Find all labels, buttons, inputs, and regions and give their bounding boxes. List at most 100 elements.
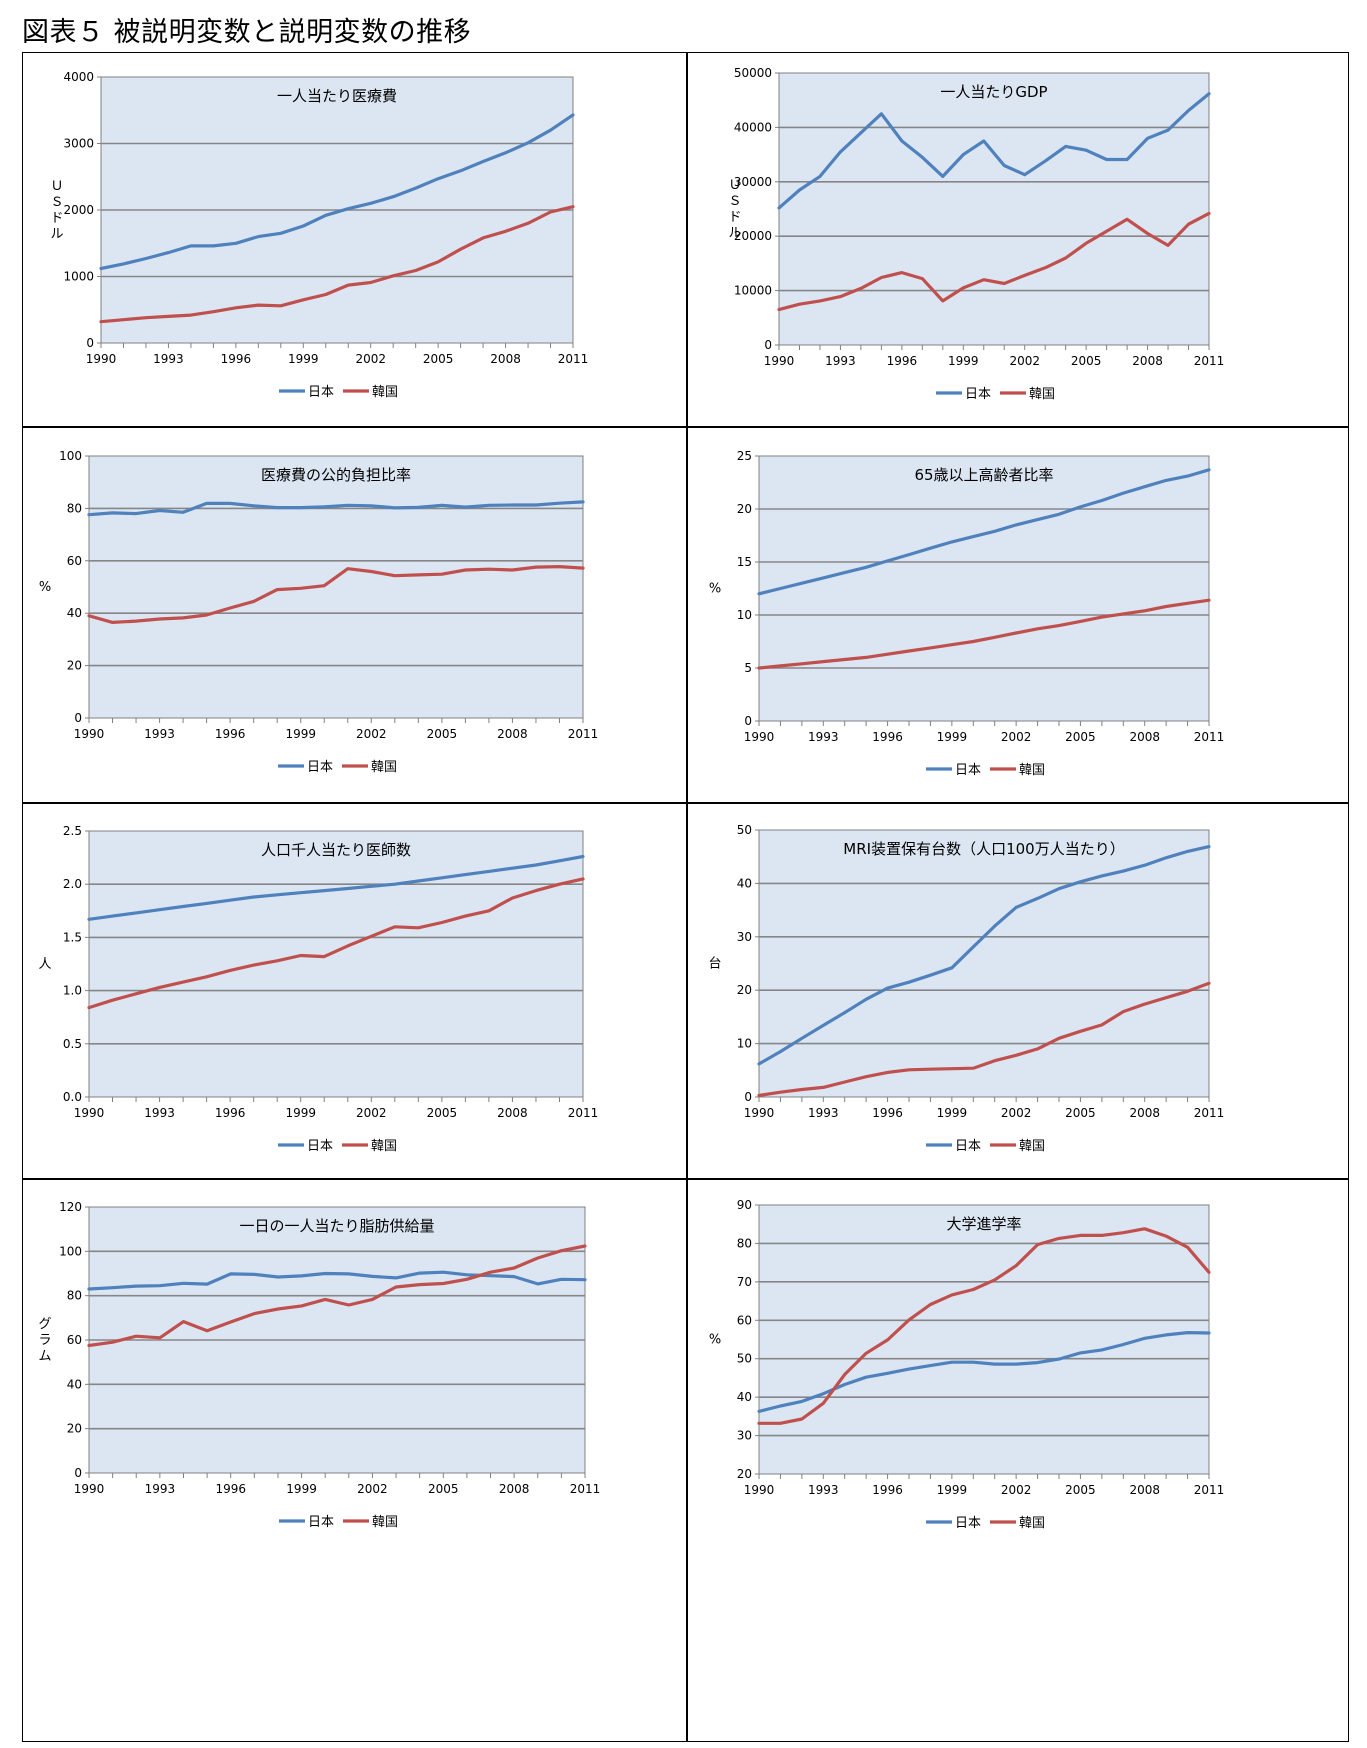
y-tick-label: 10 bbox=[737, 1037, 752, 1051]
series-korea-line bbox=[99, 205, 575, 324]
y-axis-label: 人 bbox=[38, 957, 51, 972]
y-tick-label: 70 bbox=[737, 1275, 752, 1289]
x-tick-label: 2008 bbox=[497, 727, 528, 741]
x-tick-label: 1999 bbox=[937, 730, 968, 744]
y-tick-label: 1.0 bbox=[63, 984, 82, 998]
legend-korea: 韓国 bbox=[342, 1139, 397, 1154]
x-tick-label: 1999 bbox=[285, 727, 316, 741]
x-tick-label: 2011 bbox=[1194, 730, 1225, 744]
x-tick-label: 1999 bbox=[937, 1106, 968, 1120]
chart-title: 65歳以上高齢者比率 bbox=[914, 466, 1053, 484]
x-tick-label: 2002 bbox=[1009, 354, 1040, 368]
x-tick-label: 1993 bbox=[808, 1483, 839, 1497]
legend-japan: 日本 bbox=[278, 760, 333, 775]
chart-panel-elderly-ratio: 0 5 10 15 20 25 1990 1993 1996 1999 2002 2005 2008 20… bbox=[687, 428, 1348, 802]
y-tick-label: 40000 bbox=[734, 120, 772, 134]
x-tick-label: 2002 bbox=[356, 727, 387, 741]
series-korea-line bbox=[87, 877, 585, 1010]
y-tick-label: 2.5 bbox=[63, 824, 82, 838]
y-tick-label: 0 bbox=[74, 1466, 82, 1480]
legend-label: 日本 bbox=[955, 763, 981, 778]
legend-korea: 韓国 bbox=[990, 763, 1045, 778]
y-tick-label: 80 bbox=[67, 501, 82, 515]
x-tick-label: 2008 bbox=[490, 352, 521, 366]
legend-korea: 韓国 bbox=[1000, 387, 1055, 402]
chart-svg: 0 5 10 15 20 25 1990 1993 1996 1999 2002 2005 2008 20… bbox=[709, 449, 1225, 778]
chart-svg: 0 10000 20000 30000 40000 50000 1990 1993 1996 19… bbox=[728, 66, 1225, 402]
y-axis-label: % bbox=[709, 582, 721, 597]
x-tick-label: 1993 bbox=[144, 727, 175, 741]
y-tick-label: 2000 bbox=[63, 203, 94, 217]
y-tick-label: 50 bbox=[737, 823, 752, 837]
x-tick-label: 1990 bbox=[744, 730, 775, 744]
chart-panel-public-burden: 0 20 40 60 80 100 1990 1993 1996 1999 2002 2005 2008… bbox=[23, 428, 686, 802]
x-tick-label: 2005 bbox=[1065, 1483, 1096, 1497]
x-tick-label: 1990 bbox=[74, 727, 105, 741]
chart-title: 大学進学率 bbox=[946, 1215, 1021, 1233]
series-korea-line bbox=[777, 211, 1211, 312]
y-tick-label: 80 bbox=[67, 1289, 82, 1303]
x-tick-label: 1993 bbox=[825, 354, 856, 368]
legend-korea: 韓国 bbox=[342, 760, 397, 775]
chart-panel-mri: 0 10 20 30 40 50 1990 1993 1996 1999 2002 2005 2008 2… bbox=[687, 804, 1348, 1178]
legend-japan: 日本 bbox=[279, 385, 334, 400]
legend-japan: 日本 bbox=[936, 387, 991, 402]
x-tick-label: 1996 bbox=[221, 352, 252, 366]
y-axis-label: % bbox=[709, 1333, 721, 1348]
x-tick-label: 2011 bbox=[568, 727, 599, 741]
chart-panel-university-rate: 20 30 40 50 60 70 80 90 1990 1993 1996 1999 2002 2005… bbox=[687, 1180, 1348, 1741]
x-tick-label: 1993 bbox=[144, 1106, 175, 1120]
x-tick-label: 1999 bbox=[937, 1483, 968, 1497]
y-tick-label: 20 bbox=[737, 502, 752, 516]
y-tick-label: 40 bbox=[737, 876, 752, 890]
x-tick-label: 2011 bbox=[1194, 354, 1225, 368]
grid-divider bbox=[23, 802, 1348, 804]
x-tick-label: 2008 bbox=[1129, 1483, 1160, 1497]
grid-divider bbox=[686, 53, 688, 1741]
x-tick-label: 1990 bbox=[744, 1483, 775, 1497]
x-tick-label: 2005 bbox=[1065, 1106, 1096, 1120]
y-axis-label: ＵＳドル bbox=[728, 178, 741, 241]
y-tick-label: 20 bbox=[67, 659, 82, 673]
legend-label: 日本 bbox=[307, 760, 333, 775]
x-tick-label: 2002 bbox=[355, 352, 386, 366]
y-tick-label: 30 bbox=[737, 1429, 752, 1443]
y-tick-label: 60 bbox=[67, 554, 82, 568]
y-tick-label: 0.0 bbox=[63, 1090, 82, 1104]
y-axis-label: % bbox=[39, 580, 51, 595]
y-tick-label: 80 bbox=[737, 1236, 752, 1250]
x-tick-label: 2005 bbox=[427, 1106, 458, 1120]
x-tick-label: 1990 bbox=[744, 1106, 775, 1120]
legend-label: 韓国 bbox=[1019, 1139, 1045, 1154]
series-korea-line bbox=[87, 565, 585, 624]
x-tick-label: 2005 bbox=[427, 727, 458, 741]
x-tick-label: 2002 bbox=[1001, 1483, 1032, 1497]
legend-korea: 韓国 bbox=[343, 385, 398, 400]
x-tick-label: 2011 bbox=[558, 352, 589, 366]
y-tick-label: 0 bbox=[74, 711, 82, 725]
y-axis-label: 台 bbox=[708, 957, 721, 972]
x-tick-label: 2008 bbox=[499, 1482, 530, 1496]
y-tick-label: 60 bbox=[67, 1333, 82, 1347]
x-tick-label: 2005 bbox=[1065, 730, 1096, 744]
x-tick-label: 1999 bbox=[948, 354, 979, 368]
grid-divider bbox=[23, 1178, 1348, 1180]
x-tick-label: 1993 bbox=[808, 1106, 839, 1120]
y-tick-label: 15 bbox=[737, 555, 752, 569]
legend-label: 日本 bbox=[308, 385, 334, 400]
y-tick-label: 5 bbox=[744, 661, 752, 675]
chart-title: 一人当たり医療費 bbox=[277, 87, 397, 105]
y-tick-label: 20 bbox=[737, 1467, 752, 1481]
chart-title: 人口千人当たり医師数 bbox=[261, 841, 411, 859]
x-tick-label: 1996 bbox=[887, 354, 918, 368]
x-tick-label: 2002 bbox=[357, 1482, 388, 1496]
y-tick-label: 25 bbox=[737, 449, 752, 463]
series-korea-line bbox=[757, 1227, 1211, 1425]
x-tick-label: 2011 bbox=[1194, 1483, 1225, 1497]
plot-area bbox=[88, 830, 584, 1098]
series-korea-line bbox=[87, 1244, 587, 1348]
y-tick-label: 0 bbox=[744, 714, 752, 728]
y-tick-label: 30 bbox=[737, 930, 752, 944]
series-japan-line bbox=[757, 844, 1211, 1066]
legend-korea: 韓国 bbox=[343, 1515, 398, 1530]
